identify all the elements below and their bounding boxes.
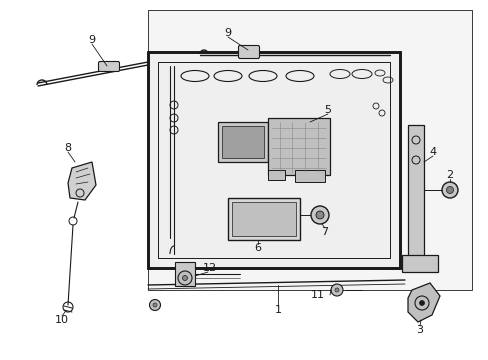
Polygon shape [407, 283, 439, 322]
Circle shape [446, 186, 452, 194]
Circle shape [178, 271, 192, 285]
Polygon shape [175, 262, 195, 286]
Text: 5: 5 [324, 105, 331, 115]
Polygon shape [227, 198, 299, 240]
Circle shape [153, 303, 157, 307]
FancyBboxPatch shape [98, 62, 119, 72]
Polygon shape [218, 122, 267, 162]
Circle shape [315, 211, 324, 219]
Circle shape [441, 182, 457, 198]
Polygon shape [148, 10, 471, 290]
Text: 11: 11 [310, 290, 325, 300]
Text: 10: 10 [55, 315, 69, 325]
Polygon shape [68, 162, 96, 200]
Circle shape [419, 301, 424, 306]
Circle shape [330, 284, 342, 296]
Polygon shape [222, 126, 264, 158]
Text: 3: 3 [416, 325, 423, 335]
Text: 7: 7 [321, 227, 328, 237]
Text: 12: 12 [203, 263, 217, 273]
Text: 2: 2 [446, 170, 453, 180]
Text: 8: 8 [64, 143, 71, 153]
Circle shape [149, 300, 160, 310]
Polygon shape [407, 125, 423, 262]
Circle shape [334, 288, 338, 292]
Polygon shape [294, 170, 325, 182]
Text: 9: 9 [88, 35, 95, 45]
Text: 6: 6 [254, 243, 261, 253]
Polygon shape [148, 52, 399, 268]
Polygon shape [231, 202, 295, 236]
Polygon shape [401, 255, 437, 272]
Circle shape [310, 206, 328, 224]
Text: 4: 4 [428, 147, 436, 157]
Polygon shape [267, 170, 285, 180]
FancyBboxPatch shape [238, 45, 259, 59]
Circle shape [182, 275, 187, 280]
Text: 9: 9 [224, 28, 231, 38]
Polygon shape [267, 118, 329, 175]
Text: 1: 1 [274, 305, 281, 315]
